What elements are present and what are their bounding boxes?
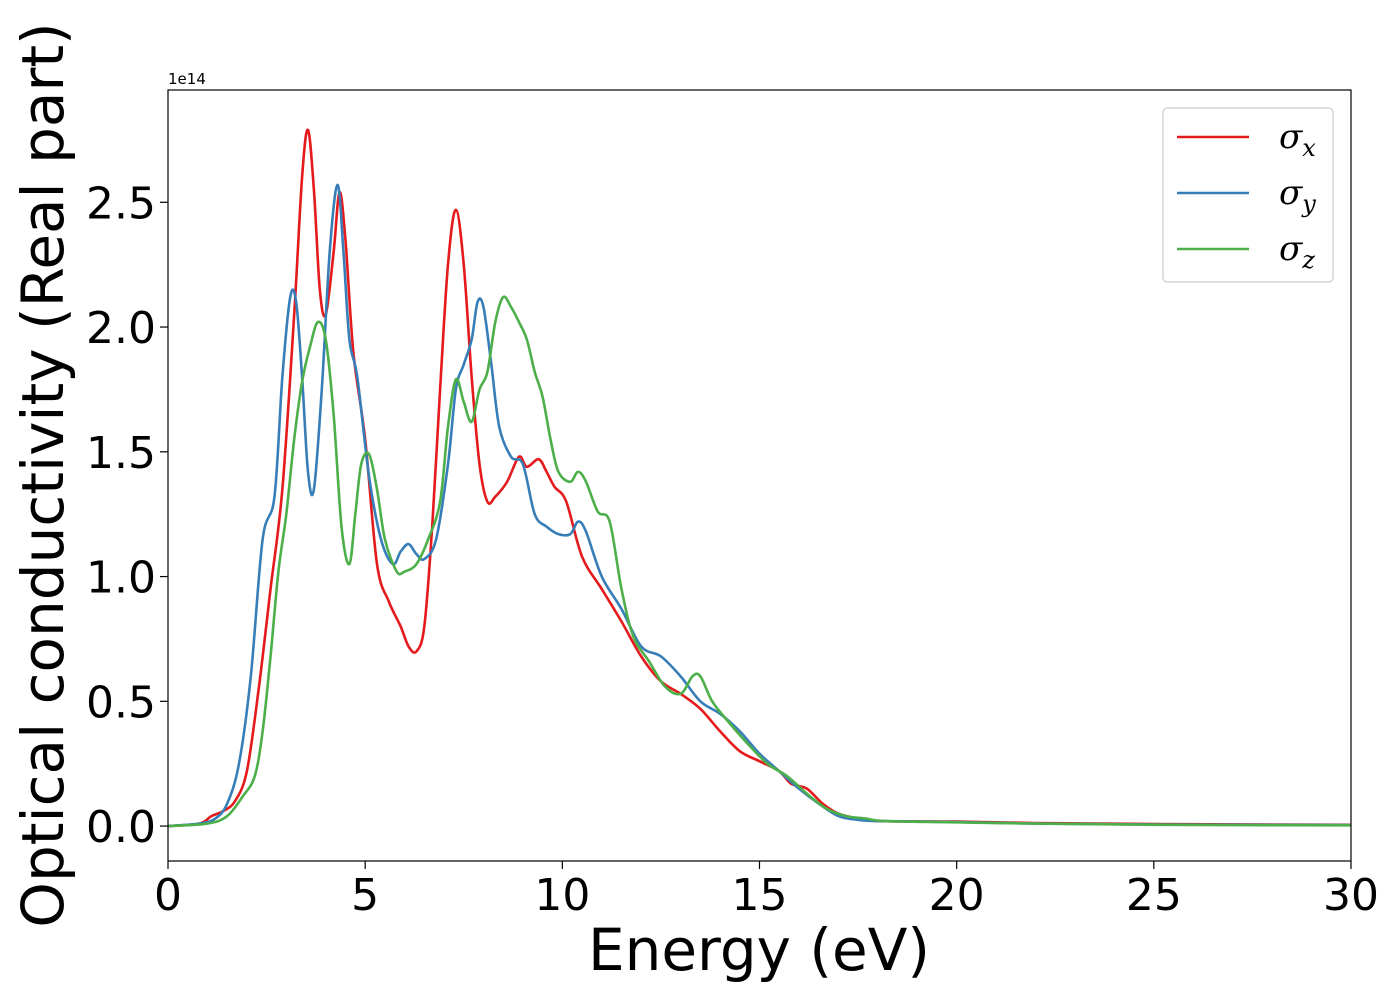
legend-label-x: σx [1279, 117, 1316, 162]
series-line-z [168, 295, 1351, 828]
legend: σx σy σz [1162, 107, 1334, 283]
y-tick-label: 1.0 [86, 553, 156, 604]
x-tick-label: 25 [1126, 870, 1182, 921]
x-axis-ticks: 0 5 10 15 20 25 30 [154, 861, 1379, 921]
x-tick-label: 15 [732, 870, 788, 921]
x-tick-label: 0 [154, 870, 182, 921]
y-axis-label: Optical conductivity (Real part) [9, 22, 77, 927]
y-axis-ticks: 0.0 0.5 1.0 1.5 2.0 2.5 [86, 178, 168, 853]
x-tick-label: 10 [534, 870, 590, 921]
y-tick-label: 1.5 [86, 428, 156, 479]
y-offset-label: 1e14 [168, 70, 206, 88]
legend-label-y: σy [1279, 173, 1316, 218]
legend-box [1162, 107, 1334, 283]
y-tick-label: 2.0 [86, 303, 156, 354]
y-tick-label: 0.5 [86, 677, 156, 728]
x-tick-label: 5 [351, 870, 379, 921]
y-tick-label: 0.0 [86, 802, 156, 853]
x-tick-label: 30 [1323, 870, 1379, 921]
legend-entries: σx σy σz [1177, 117, 1316, 274]
x-axis-label: Energy (eV) [588, 916, 930, 984]
series-line-y [168, 183, 1351, 828]
legend-label-z: σz [1279, 229, 1315, 274]
series-layer [168, 128, 1351, 828]
plot-area [167, 89, 1352, 862]
x-tick-label: 20 [929, 870, 985, 921]
y-tick-label: 2.5 [86, 178, 156, 229]
